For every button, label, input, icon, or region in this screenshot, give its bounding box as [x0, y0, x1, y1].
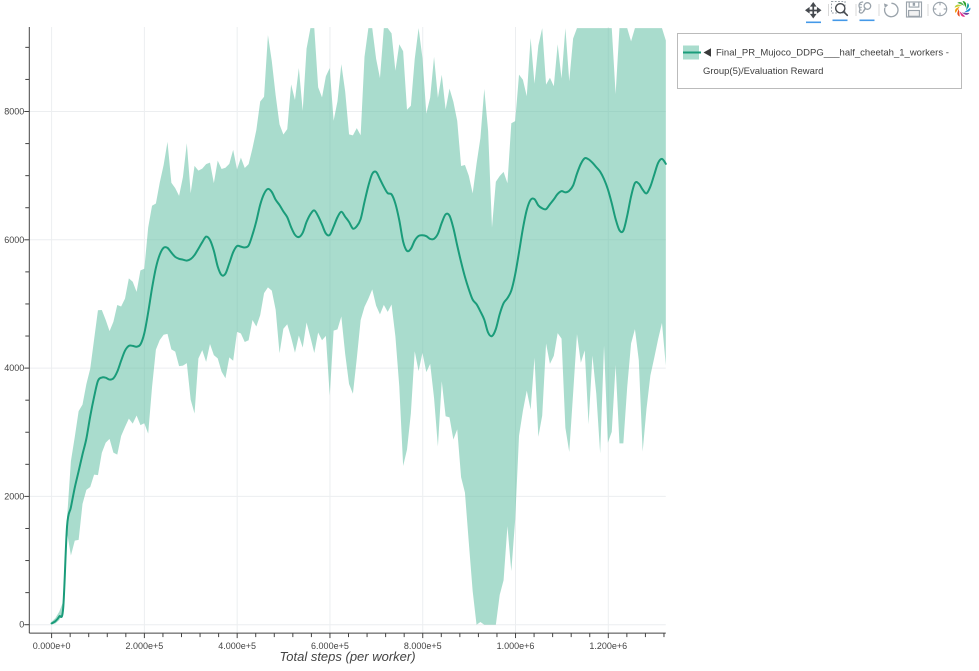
svg-text:1.000e+6: 1.000e+6: [497, 641, 535, 651]
svg-text:1.200e+6: 1.200e+6: [589, 641, 627, 651]
svg-text:4.000e+5: 4.000e+5: [218, 641, 256, 651]
svg-text:2.000e+5: 2.000e+5: [125, 641, 163, 651]
svg-text:2000: 2000: [4, 491, 24, 501]
svg-text:Total steps (per worker): Total steps (per worker): [280, 649, 416, 664]
svg-text:4000: 4000: [4, 363, 24, 373]
svg-text:6000: 6000: [4, 235, 24, 245]
svg-text:0: 0: [19, 620, 24, 630]
svg-text:Final_PR_Mujoco_DDPG___half_ch: Final_PR_Mujoco_DDPG___half_cheetah_1_wo…: [716, 48, 949, 59]
svg-text:0.000e+0: 0.000e+0: [33, 641, 71, 651]
svg-text:8000: 8000: [4, 107, 24, 117]
svg-text:Group(5)/Evaluation Reward: Group(5)/Evaluation Reward: [703, 66, 823, 77]
